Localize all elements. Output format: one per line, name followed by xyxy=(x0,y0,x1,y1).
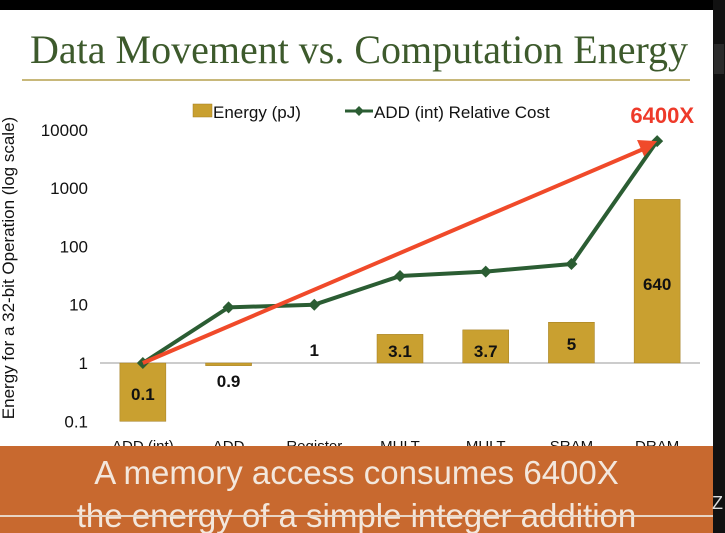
y-axis-label: Energy for a 32-bit Operation (log scale… xyxy=(0,117,18,419)
edge-icon xyxy=(714,44,724,74)
relative-cost-point xyxy=(565,257,578,270)
energy-bar xyxy=(548,322,595,364)
y-tick-label: 10000 xyxy=(41,121,88,140)
legend-line-marker xyxy=(354,106,364,116)
relative-cost-point xyxy=(479,265,492,278)
legend-label: ADD (int) Relative Cost xyxy=(374,103,550,122)
bar-value-label: 5 xyxy=(567,335,576,354)
legend-label: Energy (pJ) xyxy=(213,103,301,122)
corner-text: Z xyxy=(712,493,723,513)
bar-value-label: 640 xyxy=(643,275,671,294)
relative-cost-point xyxy=(394,270,406,283)
caption-line-1: A memory access consumes 6400X xyxy=(94,454,619,491)
title-divider xyxy=(22,79,690,81)
progress-line xyxy=(0,515,713,517)
energy-bar xyxy=(376,334,424,364)
energy-bar xyxy=(205,362,252,366)
caption-banner: A memory access consumes 6400X the energ… xyxy=(0,446,713,533)
y-tick-label: 1 xyxy=(79,354,88,373)
energy-bar xyxy=(462,329,509,364)
side-strip xyxy=(713,0,725,533)
bar-value-label: 3.7 xyxy=(474,342,498,361)
bar-value-label: 1 xyxy=(310,341,319,360)
y-tick-label: 0.1 xyxy=(64,412,88,431)
energy-bar xyxy=(119,362,167,422)
relative-cost-point xyxy=(222,301,235,314)
relative-cost-point xyxy=(308,298,321,311)
legend-bar-swatch xyxy=(192,103,213,118)
bar-value-label: 0.1 xyxy=(131,385,155,404)
trend-arrow-head xyxy=(637,139,658,157)
annotation-callout: 6400X xyxy=(630,103,694,128)
y-tick-label: 100 xyxy=(60,237,88,256)
y-tick-label: 10 xyxy=(69,296,88,315)
bar-value-label: 3.1 xyxy=(388,342,412,361)
energy-bar xyxy=(633,199,681,364)
bar-value-label: 0.9 xyxy=(217,372,241,391)
y-tick-label: 1000 xyxy=(50,179,88,198)
top-bar xyxy=(0,0,725,10)
trend-arrow-shaft xyxy=(142,147,644,365)
slide-title: Data Movement vs. Computation Energy xyxy=(30,27,689,72)
